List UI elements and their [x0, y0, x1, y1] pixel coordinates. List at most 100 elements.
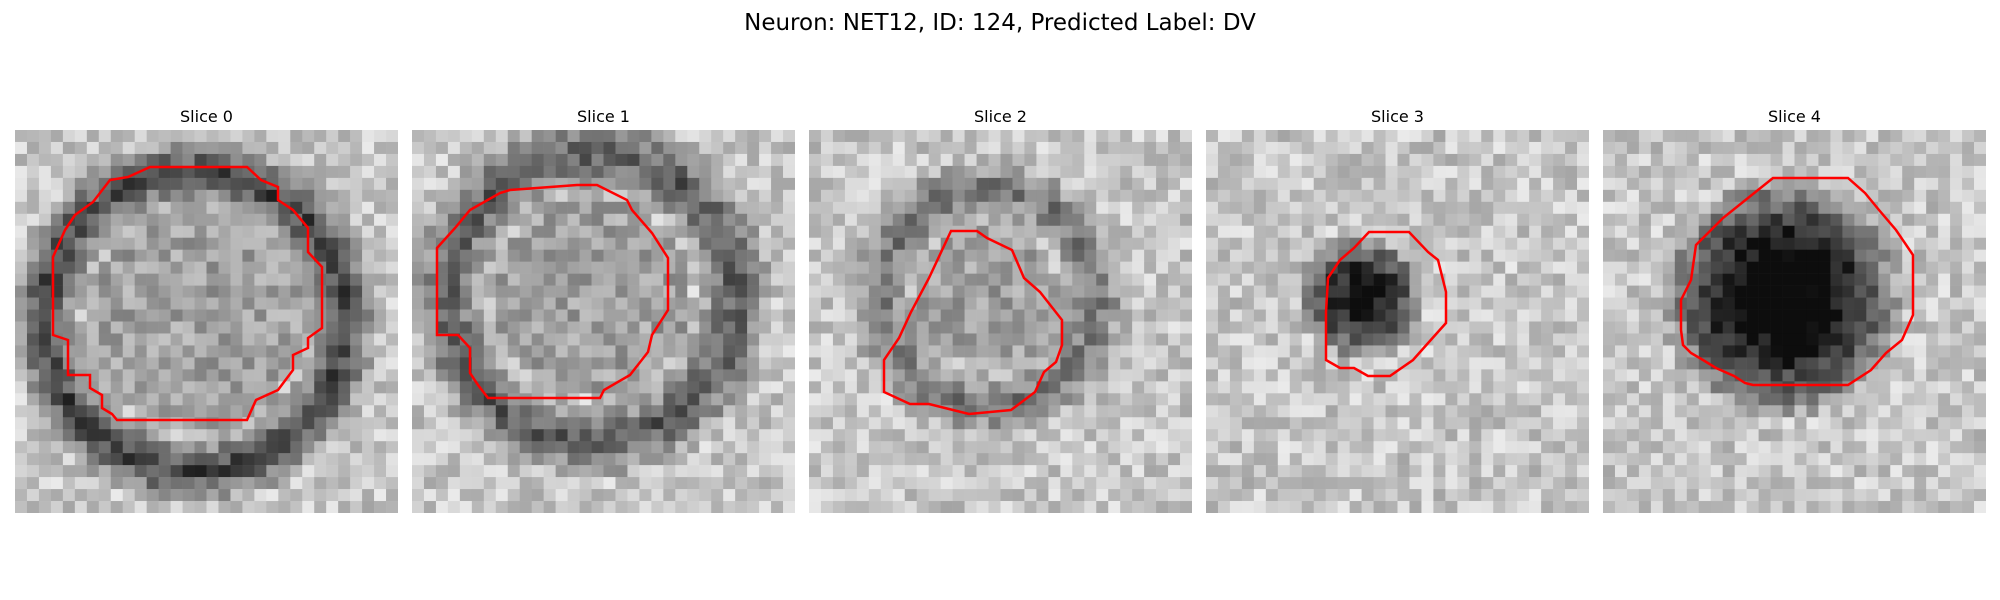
pixel — [1084, 201, 1097, 215]
pixel — [723, 453, 736, 466]
pixel — [86, 237, 100, 250]
pixel — [699, 465, 712, 478]
pixel — [1926, 357, 1939, 370]
pixel — [182, 249, 195, 262]
pixel — [952, 453, 965, 466]
pixel — [663, 130, 676, 143]
pixel — [483, 130, 497, 143]
pixel — [771, 489, 784, 502]
pixel — [218, 405, 231, 418]
pixel — [1144, 357, 1157, 370]
pixel — [1481, 465, 1494, 478]
pixel — [1277, 441, 1291, 454]
pixel — [1650, 141, 1664, 155]
pixel — [1217, 381, 1231, 394]
pixel — [1024, 369, 1037, 382]
pixel — [928, 405, 941, 418]
pixel — [1241, 249, 1255, 262]
pixel — [747, 369, 760, 382]
pixel — [1650, 213, 1664, 227]
pixel — [1349, 297, 1362, 310]
pixel — [1565, 189, 1578, 203]
pixel — [651, 441, 664, 454]
pixel — [447, 249, 461, 262]
pixel — [1096, 465, 1109, 478]
pixel — [495, 477, 509, 490]
pixel — [820, 417, 834, 430]
pixel — [386, 177, 398, 191]
pixel — [868, 189, 882, 203]
pixel — [1084, 345, 1097, 358]
pixel — [1409, 189, 1422, 203]
pixel — [507, 501, 521, 513]
pixel — [1313, 453, 1326, 466]
pixel — [1674, 213, 1688, 227]
pixel — [1120, 213, 1133, 227]
pixel — [531, 429, 544, 442]
pixel — [1746, 429, 1759, 442]
pixel — [735, 177, 748, 191]
pixel — [1950, 225, 1963, 239]
pixel — [459, 381, 473, 394]
pixel — [1084, 189, 1097, 203]
pixel — [1144, 369, 1157, 382]
pixel — [988, 189, 1001, 203]
pixel — [820, 273, 834, 286]
pixel — [1626, 393, 1640, 406]
pixel — [1168, 189, 1181, 203]
pixel — [1974, 141, 1986, 155]
pixel — [1217, 489, 1231, 502]
pixel — [1517, 477, 1530, 490]
pixel — [940, 501, 953, 513]
pixel — [832, 249, 846, 262]
pixel — [134, 501, 147, 513]
pixel — [1603, 441, 1616, 454]
pixel — [1842, 189, 1855, 203]
pixel — [615, 501, 628, 513]
pixel — [1962, 297, 1975, 310]
pixel — [194, 201, 207, 215]
pixel — [916, 477, 929, 490]
pixel — [326, 465, 339, 478]
pixel — [1036, 213, 1049, 227]
pixel — [832, 477, 846, 490]
pixel — [832, 177, 846, 191]
pixel — [1517, 405, 1530, 418]
pixel — [1289, 333, 1303, 346]
pixel — [483, 285, 497, 298]
pixel — [1830, 213, 1843, 227]
pixel — [1842, 201, 1855, 215]
pixel — [266, 477, 279, 490]
pixel — [435, 273, 449, 286]
pixel — [1842, 153, 1855, 167]
pixel — [699, 429, 712, 442]
pixel — [675, 261, 688, 274]
pixel — [1674, 225, 1688, 239]
pixel — [1168, 501, 1181, 513]
pixel — [1603, 321, 1616, 334]
pixel — [1457, 297, 1470, 310]
pixel — [579, 309, 592, 322]
pixel — [591, 201, 604, 215]
pixel — [735, 465, 748, 478]
pixel — [723, 369, 736, 382]
pixel — [15, 465, 28, 478]
pixel — [1000, 393, 1013, 406]
pixel — [1000, 177, 1013, 191]
pixel — [651, 453, 664, 466]
pixel — [1806, 141, 1819, 155]
pixel — [603, 153, 616, 167]
pixel — [1349, 201, 1362, 215]
pixel — [1806, 345, 1819, 358]
pixel — [1603, 153, 1616, 167]
pixel — [350, 225, 363, 239]
pixel — [591, 213, 604, 227]
pixel — [110, 130, 124, 143]
pixel — [1012, 501, 1025, 513]
pixel — [423, 273, 437, 286]
pixel — [314, 189, 327, 203]
pixel — [832, 465, 846, 478]
pixel — [1469, 357, 1482, 370]
pixel — [483, 357, 497, 370]
pixel — [1541, 141, 1554, 155]
